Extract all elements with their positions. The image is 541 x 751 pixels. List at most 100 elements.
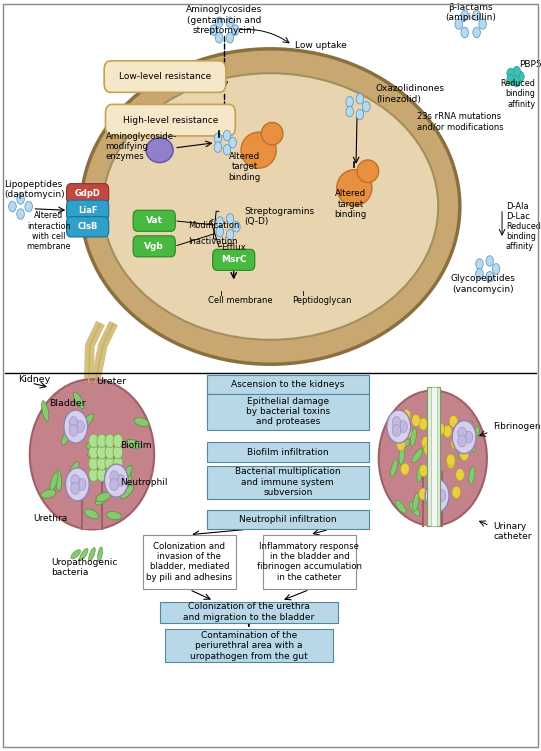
- Text: Reduced
binding
affinity: Reduced binding affinity: [501, 79, 536, 109]
- Circle shape: [461, 11, 469, 21]
- Text: Inflammatory response
in the bladder and
fibrinogen accumulation
in the catheter: Inflammatory response in the bladder and…: [257, 541, 362, 582]
- Bar: [427, 387, 440, 526]
- Ellipse shape: [81, 49, 460, 364]
- Text: Neutrophil: Neutrophil: [120, 478, 168, 487]
- Circle shape: [113, 434, 123, 448]
- Circle shape: [455, 19, 463, 29]
- Circle shape: [226, 17, 234, 28]
- Circle shape: [77, 478, 86, 490]
- Bar: [0, 0, 541, 376]
- Ellipse shape: [42, 401, 49, 421]
- Circle shape: [362, 101, 370, 112]
- Circle shape: [214, 142, 222, 152]
- Circle shape: [424, 444, 433, 456]
- Circle shape: [387, 410, 411, 443]
- Ellipse shape: [146, 137, 173, 162]
- Ellipse shape: [73, 392, 84, 409]
- Circle shape: [116, 475, 125, 487]
- Circle shape: [223, 145, 231, 155]
- Ellipse shape: [41, 490, 56, 498]
- Ellipse shape: [469, 466, 475, 484]
- Circle shape: [456, 431, 465, 443]
- Circle shape: [110, 478, 118, 490]
- Ellipse shape: [97, 547, 103, 562]
- Ellipse shape: [412, 449, 423, 463]
- Ellipse shape: [62, 427, 71, 445]
- Bar: [431, 387, 437, 526]
- FancyBboxPatch shape: [67, 183, 109, 204]
- Text: Contamination of the
periurethral area with a
uropathogen from the gut: Contamination of the periurethral area w…: [190, 631, 308, 661]
- Ellipse shape: [379, 391, 487, 526]
- FancyBboxPatch shape: [105, 104, 235, 136]
- Text: Altered
target
binding: Altered target binding: [334, 189, 367, 219]
- Circle shape: [71, 475, 80, 487]
- Text: Kidney: Kidney: [18, 375, 50, 384]
- Text: 23s rRNA mutations
and/or modifications: 23s rRNA mutations and/or modifications: [417, 112, 503, 131]
- Circle shape: [9, 201, 16, 212]
- Circle shape: [419, 488, 427, 500]
- Text: Urethra: Urethra: [34, 514, 68, 523]
- Ellipse shape: [432, 464, 441, 479]
- Circle shape: [436, 423, 445, 435]
- Ellipse shape: [96, 493, 109, 505]
- Circle shape: [443, 425, 452, 437]
- Ellipse shape: [399, 446, 405, 464]
- Circle shape: [513, 66, 520, 77]
- Circle shape: [452, 421, 476, 454]
- Ellipse shape: [50, 472, 58, 492]
- Ellipse shape: [104, 458, 118, 469]
- Text: Colonization of the urethra
and migration to the bladder: Colonization of the urethra and migratio…: [183, 602, 314, 622]
- Text: Epithelial damage
by bacterial toxins
and proteases: Epithelial damage by bacterial toxins an…: [246, 397, 330, 427]
- Ellipse shape: [395, 500, 406, 514]
- Circle shape: [486, 256, 493, 267]
- Ellipse shape: [471, 427, 479, 442]
- Circle shape: [346, 106, 353, 116]
- Circle shape: [397, 423, 406, 435]
- Ellipse shape: [121, 466, 132, 482]
- Ellipse shape: [409, 502, 420, 516]
- Circle shape: [402, 409, 411, 421]
- Circle shape: [422, 436, 431, 448]
- Circle shape: [458, 435, 466, 447]
- Circle shape: [425, 479, 449, 512]
- Ellipse shape: [84, 509, 99, 519]
- Circle shape: [25, 201, 32, 212]
- FancyBboxPatch shape: [67, 200, 109, 221]
- Circle shape: [89, 434, 98, 448]
- Ellipse shape: [81, 414, 94, 428]
- Circle shape: [71, 482, 80, 494]
- Text: β-lactams
(ampicillin): β-lactams (ampicillin): [445, 3, 496, 23]
- Ellipse shape: [96, 493, 111, 502]
- Circle shape: [113, 445, 123, 459]
- Circle shape: [392, 424, 401, 436]
- Circle shape: [452, 486, 461, 498]
- Circle shape: [451, 437, 459, 449]
- Ellipse shape: [117, 475, 132, 485]
- Ellipse shape: [134, 418, 149, 427]
- Circle shape: [399, 421, 407, 433]
- Circle shape: [226, 229, 234, 240]
- Circle shape: [215, 17, 223, 28]
- Ellipse shape: [81, 472, 89, 492]
- Circle shape: [507, 74, 514, 85]
- Circle shape: [226, 214, 234, 225]
- Text: Reduced
binding
affinity: Reduced binding affinity: [506, 222, 540, 252]
- Circle shape: [64, 410, 88, 443]
- Ellipse shape: [387, 417, 397, 432]
- Circle shape: [479, 19, 486, 29]
- Circle shape: [89, 445, 98, 459]
- Circle shape: [473, 27, 480, 38]
- Text: Vat: Vat: [146, 216, 163, 225]
- Ellipse shape: [107, 511, 122, 520]
- Circle shape: [456, 469, 464, 481]
- Circle shape: [105, 457, 115, 470]
- Ellipse shape: [417, 464, 423, 482]
- Ellipse shape: [413, 493, 419, 511]
- Ellipse shape: [391, 460, 398, 477]
- Circle shape: [215, 32, 223, 43]
- Text: D-Ala
D-Lac: D-Ala D-Lac: [506, 202, 530, 222]
- Circle shape: [65, 468, 89, 501]
- Ellipse shape: [103, 73, 438, 339]
- Circle shape: [427, 469, 436, 481]
- Circle shape: [210, 25, 217, 35]
